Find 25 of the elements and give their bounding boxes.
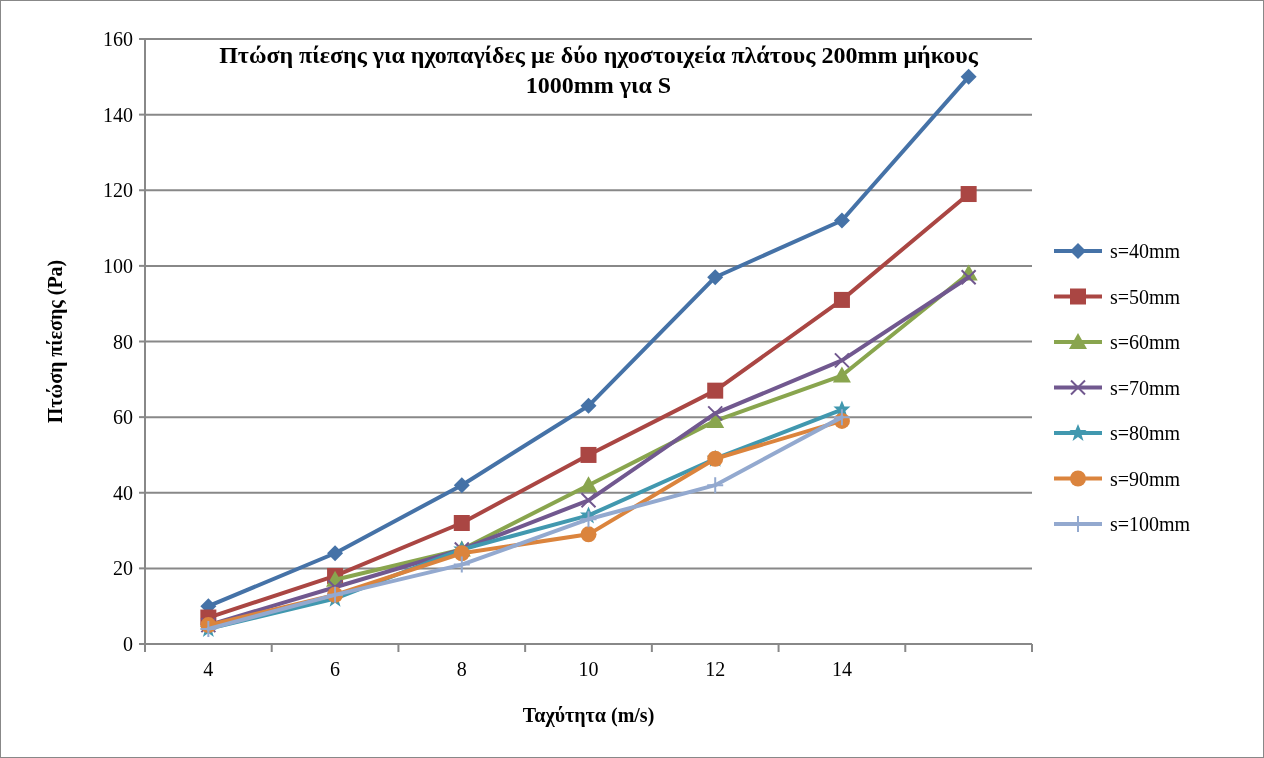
- y-tick-label: 80: [113, 330, 133, 353]
- x-tick-label: 12: [705, 658, 726, 680]
- y-tick-label: 140: [103, 103, 133, 126]
- x-tick-label: 8: [456, 658, 467, 680]
- y-axis-title: Πτώση πίεσης (Pa): [44, 259, 67, 424]
- legend-label: s=70mm: [1110, 376, 1181, 399]
- x-tick-label: 4: [203, 658, 214, 680]
- legend-label: s=50mm: [1110, 285, 1181, 308]
- y-tick-label: 0: [123, 633, 133, 655]
- y-tick-label: 100: [103, 254, 133, 277]
- x-tick-label: 14: [831, 658, 852, 680]
- y-tick-label: 60: [113, 406, 133, 429]
- y-tick-label: 160: [103, 28, 133, 50]
- legend-label: s=90mm: [1110, 467, 1181, 490]
- x-tick-label: 10: [578, 658, 599, 680]
- legend-label: s=80mm: [1110, 422, 1181, 444]
- x-tick-label: 6: [330, 658, 341, 680]
- text: Πτώση πίεσης για ηχοπαγίδες με δύο ηχοστοιχεία πλάτους 200mm μήκους 1000mm για S: [219, 42, 979, 98]
- legend-label: s=60mm: [1110, 331, 1181, 353]
- y-tick-label: 120: [103, 179, 133, 202]
- y-tick-label: 20: [113, 557, 133, 580]
- legend-label: s=40mm: [1110, 240, 1181, 262]
- x-axis-title: Ταχύτητα (m/s): [522, 704, 655, 727]
- legend-label: s=100mm: [1110, 513, 1191, 535]
- y-tick-label: 40: [113, 481, 133, 504]
